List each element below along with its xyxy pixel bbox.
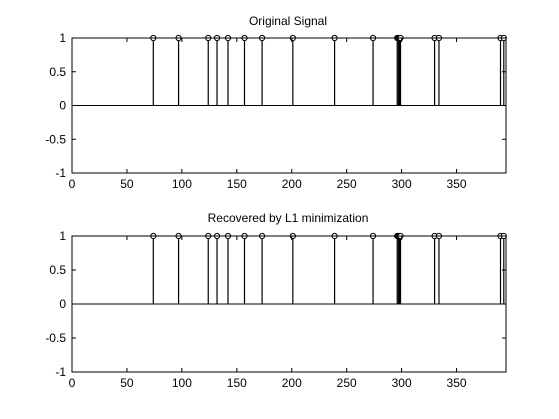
x-tick-label: 150 <box>227 376 247 390</box>
subplot-original-signal: Original Signal 0 50 100 150 200 250 300 350 -1 -… <box>45 14 507 191</box>
x-tick-label: 200 <box>282 376 302 390</box>
axis-ticks: 0 50 100 150 200 250 300 350 -1 -0.5 0 0.5 1 <box>45 229 506 390</box>
x-tick-label: 250 <box>337 376 357 390</box>
y-tick-label: -0.5 <box>45 331 66 345</box>
x-tick-label: 300 <box>392 177 412 191</box>
y-tick-label: 0.5 <box>49 65 66 79</box>
x-tick-label: 0 <box>69 177 76 191</box>
y-tick-label: 1 <box>59 229 66 243</box>
axis-ticks: 0 50 100 150 200 250 300 350 -1 -0.5 0 0.5 1 <box>45 31 506 191</box>
x-tick-label: 150 <box>227 177 247 191</box>
y-tick-label: -1 <box>55 365 66 379</box>
x-tick-label: 350 <box>447 376 467 390</box>
x-tick-label: 100 <box>172 376 192 390</box>
y-tick-label: 1 <box>59 31 66 45</box>
x-tick-label: 100 <box>172 177 192 191</box>
y-tick-label: 0.5 <box>49 263 66 277</box>
stem-series <box>72 34 507 106</box>
x-tick-label: 200 <box>282 177 302 191</box>
x-tick-label: 350 <box>447 177 467 191</box>
x-tick-label: 250 <box>337 177 357 191</box>
y-tick-label: -1 <box>55 166 66 180</box>
y-tick-label: 0 <box>59 297 66 311</box>
y-tick-label: -0.5 <box>45 132 66 146</box>
axes-box <box>71 37 507 174</box>
x-tick-label: 50 <box>120 376 134 390</box>
x-tick-label: 300 <box>392 376 412 390</box>
subplot-recovered-signal: Recovered by L1 minimization 0 50 100 150 20… <box>45 211 507 390</box>
y-tick-label: 0 <box>59 99 66 113</box>
axes-box <box>71 235 507 373</box>
x-tick-label: 50 <box>120 177 134 191</box>
plot-title: Recovered by L1 minimization <box>208 211 369 225</box>
stem-series <box>72 232 507 305</box>
x-tick-label: 0 <box>69 376 76 390</box>
plot-title: Original Signal <box>249 14 327 28</box>
